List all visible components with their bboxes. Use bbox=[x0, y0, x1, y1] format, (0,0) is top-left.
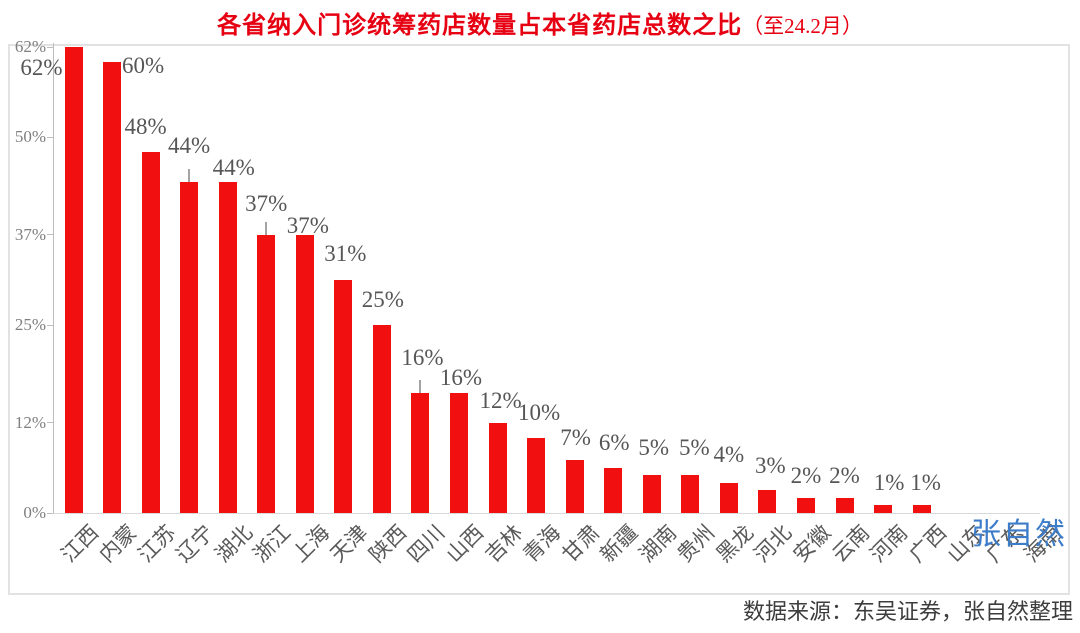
bar-value-label: 5% bbox=[638, 435, 670, 461]
bar-山西 bbox=[450, 392, 468, 513]
bar-value-label: 3% bbox=[755, 453, 786, 479]
bar-value-label: 5% bbox=[678, 435, 710, 461]
bar-value-label: 25% bbox=[361, 287, 404, 313]
bar-value-label: 60% bbox=[121, 53, 165, 79]
bar-value-label: 31% bbox=[324, 241, 367, 266]
bar-value-label: 44% bbox=[168, 133, 211, 159]
y-axis-line bbox=[53, 43, 54, 513]
whisker bbox=[188, 169, 191, 183]
bar-广西 bbox=[912, 505, 931, 513]
bar-湖南 bbox=[642, 475, 661, 513]
y-axis-tick-label: 50% bbox=[14, 127, 46, 147]
whisker bbox=[419, 379, 422, 393]
bar-辽宁 bbox=[180, 182, 199, 513]
y-axis-tick-label: 25% bbox=[14, 315, 46, 335]
bar-江西 bbox=[64, 47, 83, 513]
bar-value-label: 12% bbox=[479, 387, 522, 413]
y-axis-tick-mark bbox=[47, 324, 53, 326]
bar-value-label: 62% bbox=[20, 55, 63, 80]
y-axis-tick-label: 62% bbox=[14, 37, 46, 56]
bar-云南 bbox=[835, 497, 854, 513]
data-source-note: 数据来源：东吴证券，张自然整理 bbox=[742, 599, 1073, 624]
whisker bbox=[265, 221, 268, 235]
bar-甘肃 bbox=[565, 460, 584, 513]
bar-value-label: 16% bbox=[401, 344, 444, 370]
chart-title: 各省纳入门诊统筹药店数量占本省药店总数之比（至24.2月） bbox=[0, 5, 1080, 40]
bar-value-label: 1% bbox=[873, 470, 905, 496]
bar-安徽 bbox=[796, 497, 815, 513]
watermark-text: 张自然 bbox=[971, 518, 1067, 551]
y-axis-tick-mark bbox=[47, 512, 53, 514]
bar-value-label: 2% bbox=[790, 462, 822, 488]
bar-贵州 bbox=[681, 475, 700, 513]
bar-吉林 bbox=[488, 422, 507, 513]
chart-title-date-suffix: （至24.2月） bbox=[742, 14, 863, 38]
y-axis-tick-mark bbox=[47, 422, 53, 424]
bar-value-label: 2% bbox=[829, 462, 860, 488]
bar-value-label: 37% bbox=[245, 190, 288, 216]
y-axis-tick-label: 0% bbox=[23, 503, 46, 522]
bar-内蒙 bbox=[103, 62, 122, 513]
bar-青海 bbox=[527, 437, 546, 513]
bar-value-label: 10% bbox=[518, 399, 561, 425]
y-axis-tick-label: 12% bbox=[14, 412, 46, 432]
x-axis-baseline bbox=[53, 513, 1040, 514]
bar-黑龙 bbox=[719, 482, 738, 513]
bar-江苏 bbox=[141, 152, 160, 513]
bar-陕西 bbox=[372, 325, 391, 513]
bar-value-label: 37% bbox=[286, 212, 329, 238]
bar-天津 bbox=[334, 280, 353, 513]
bar-上海 bbox=[295, 234, 314, 513]
bar-value-label: 1% bbox=[910, 470, 941, 496]
bar-新疆 bbox=[604, 467, 623, 513]
bar-value-label: 4% bbox=[713, 441, 745, 467]
bar-value-label: 6% bbox=[598, 429, 630, 455]
bar-河南 bbox=[874, 505, 893, 513]
bar-浙江 bbox=[257, 234, 276, 513]
bar-河北 bbox=[758, 490, 777, 513]
bar-value-label: 7% bbox=[560, 425, 591, 451]
y-axis-tick-mark bbox=[47, 136, 53, 138]
bar-value-label: 16% bbox=[439, 364, 483, 390]
bar-value-label: 44% bbox=[212, 155, 255, 181]
bar-湖北 bbox=[218, 182, 237, 513]
y-axis-tick-label: 37% bbox=[14, 224, 46, 244]
bar-四川 bbox=[411, 392, 430, 513]
bar-value-label: 48% bbox=[124, 114, 167, 140]
y-axis-tick-mark bbox=[47, 46, 53, 48]
chart-title-main: 各省纳入门诊统筹药店数量占本省药店总数之比 bbox=[217, 12, 743, 39]
y-axis-tick-mark bbox=[47, 234, 53, 236]
